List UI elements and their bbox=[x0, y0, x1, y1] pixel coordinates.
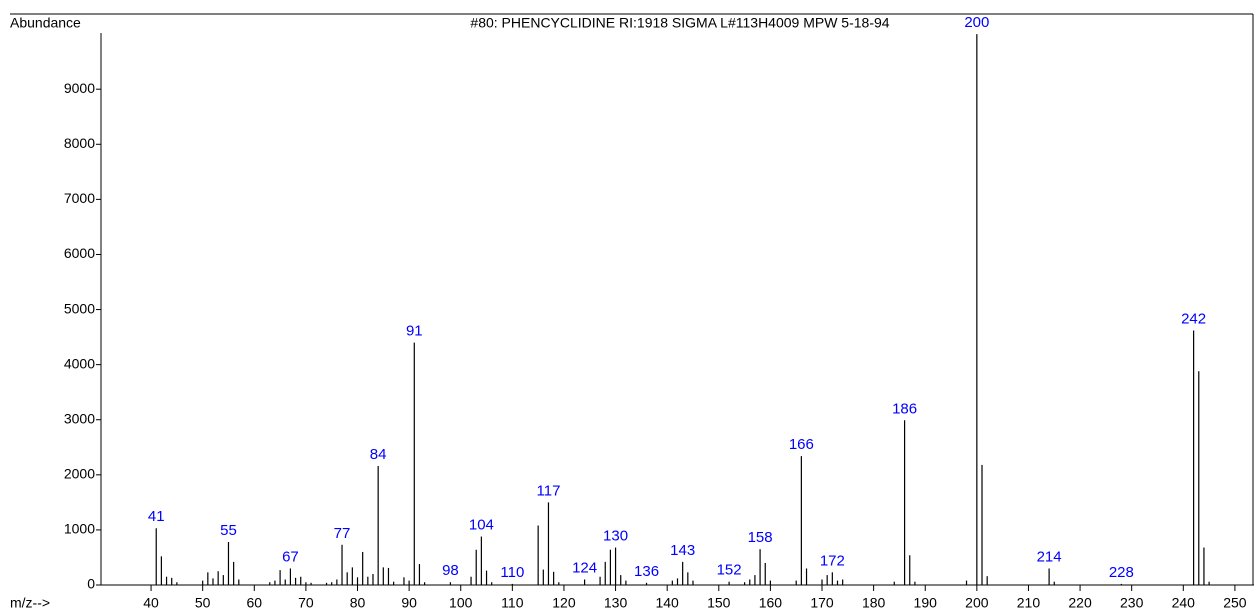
y-axis-label: Abundance bbox=[10, 15, 81, 31]
x-tick-label: 160 bbox=[759, 595, 783, 611]
y-tick-label: 4000 bbox=[64, 355, 95, 371]
peak-label: 166 bbox=[789, 436, 814, 453]
peak-label: 67 bbox=[282, 548, 299, 565]
x-tick-label: 100 bbox=[449, 595, 473, 611]
x-tick-label: 40 bbox=[143, 595, 159, 611]
peak-label: 104 bbox=[469, 516, 494, 533]
peak-label: 152 bbox=[717, 562, 742, 579]
peak-label: 130 bbox=[603, 528, 628, 545]
x-tick-label: 130 bbox=[604, 595, 628, 611]
peak-label: 200 bbox=[964, 14, 989, 31]
x-tick-label: 180 bbox=[862, 595, 886, 611]
y-tick-label: 5000 bbox=[64, 300, 95, 316]
x-tick-label: 210 bbox=[1017, 595, 1041, 611]
y-tick-label: 6000 bbox=[64, 245, 95, 261]
peak-label: 117 bbox=[537, 482, 561, 499]
peak-label: 77 bbox=[334, 525, 351, 542]
peak-label: 136 bbox=[634, 563, 659, 580]
x-tick-label: 240 bbox=[1172, 595, 1196, 611]
peak-label: 91 bbox=[406, 323, 423, 340]
peak-label: 143 bbox=[670, 542, 695, 559]
x-tick-label: 70 bbox=[298, 595, 314, 611]
x-tick-label: 230 bbox=[1120, 595, 1144, 611]
x-tick-label: 150 bbox=[707, 595, 731, 611]
x-tick-label: 140 bbox=[655, 595, 679, 611]
x-tick-label: 50 bbox=[195, 595, 211, 611]
peak-label: 158 bbox=[748, 529, 773, 546]
y-tick-label: 2000 bbox=[64, 466, 95, 482]
peak-label: 84 bbox=[370, 446, 387, 463]
peak-label: 124 bbox=[572, 559, 597, 576]
x-tick-label: 90 bbox=[401, 595, 417, 611]
peak-label: 110 bbox=[500, 564, 524, 581]
peak-label: 228 bbox=[1109, 564, 1134, 581]
x-tick-label: 120 bbox=[552, 595, 576, 611]
x-tick-label: 80 bbox=[350, 595, 366, 611]
y-tick-label: 9000 bbox=[64, 80, 95, 96]
peak-label: 172 bbox=[820, 552, 845, 569]
peak-label: 55 bbox=[220, 522, 237, 539]
y-tick-label: 1000 bbox=[64, 521, 95, 537]
peak-label: 98 bbox=[442, 562, 459, 579]
x-tick-label: 200 bbox=[965, 595, 989, 611]
x-tick-label: 250 bbox=[1223, 595, 1247, 611]
y-tick-label: 8000 bbox=[64, 135, 95, 151]
chart-title: #80: PHENCYCLIDINE RI:1918 SIGMA L#113H4… bbox=[470, 15, 889, 31]
peak-label: 242 bbox=[1181, 310, 1206, 327]
x-tick-label: 110 bbox=[501, 595, 524, 611]
y-tick-label: 7000 bbox=[64, 190, 95, 206]
x-axis-label: m/z--> bbox=[10, 595, 50, 611]
x-tick-label: 220 bbox=[1068, 595, 1092, 611]
x-tick-label: 190 bbox=[914, 595, 938, 611]
peak-label: 186 bbox=[892, 400, 917, 417]
y-tick-label: 0 bbox=[87, 576, 95, 592]
peak-label: 41 bbox=[148, 508, 165, 525]
peak-label: 214 bbox=[1037, 548, 1062, 565]
y-tick-label: 3000 bbox=[64, 410, 95, 426]
x-tick-label: 60 bbox=[246, 595, 262, 611]
x-tick-label: 170 bbox=[810, 595, 834, 611]
